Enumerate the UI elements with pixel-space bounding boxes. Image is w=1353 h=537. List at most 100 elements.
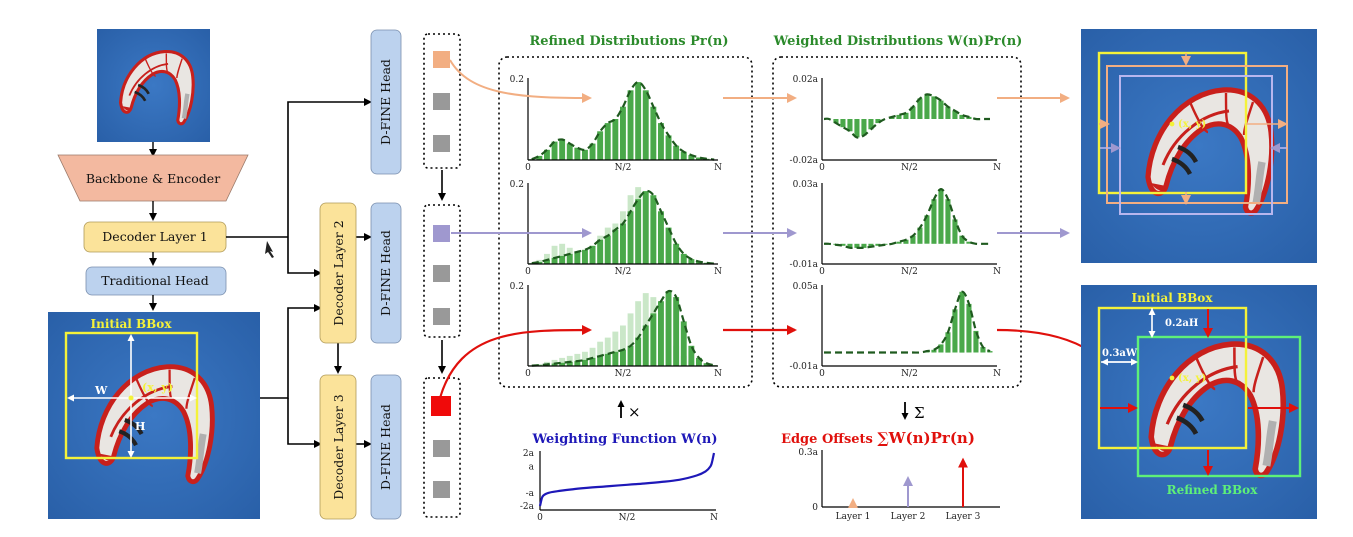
weighted-panel bbox=[772, 56, 1022, 388]
y-zero-label: 0 bbox=[812, 503, 818, 513]
bar bbox=[688, 259, 695, 264]
bar bbox=[673, 243, 680, 265]
bar bbox=[952, 219, 958, 244]
bar bbox=[627, 211, 634, 264]
bar bbox=[696, 261, 702, 264]
weighting-curve bbox=[538, 452, 716, 507]
initial-bbox-caption: Initial BBox bbox=[91, 317, 173, 331]
bar bbox=[627, 345, 634, 367]
bar bbox=[589, 143, 596, 160]
layer-label-2: Layer 2 bbox=[891, 512, 926, 522]
bar bbox=[612, 229, 619, 264]
bar bbox=[910, 106, 916, 119]
x-tick-n: N bbox=[714, 267, 722, 277]
offset-03aW-label: 0.3aW bbox=[1102, 348, 1138, 359]
backbone-encoder-block: Backbone & Encoder bbox=[57, 154, 249, 202]
dfine-head-3-label: D-FINE Head bbox=[378, 404, 393, 490]
bar bbox=[620, 106, 626, 160]
bar bbox=[924, 94, 930, 119]
bar bbox=[924, 215, 930, 244]
bar bbox=[559, 362, 566, 366]
y-max-label: 0.02a bbox=[793, 75, 819, 85]
bar bbox=[917, 98, 923, 119]
refined-plot-layer1: 0.2 0 N/2 N bbox=[510, 75, 722, 173]
prev-bar bbox=[559, 243, 566, 265]
backbone-label: Backbone & Encoder bbox=[86, 171, 220, 186]
initial-bbox-image: Initial BBox (x, y) W H bbox=[48, 312, 260, 519]
dfine-head-1: D-FINE Head bbox=[370, 29, 402, 175]
bar bbox=[840, 243, 846, 246]
prev-bar bbox=[559, 357, 566, 366]
bar bbox=[635, 337, 642, 366]
bar bbox=[910, 235, 916, 244]
token-stack-2 bbox=[423, 204, 461, 338]
bar bbox=[536, 155, 543, 160]
weighted-curve bbox=[823, 187, 990, 250]
bar bbox=[896, 114, 902, 119]
weighting-function-title: Weighting Function W(n) bbox=[531, 432, 717, 447]
refined-plot-layer3: 0.2 0 N/2 N bbox=[510, 282, 722, 379]
bar bbox=[875, 119, 881, 124]
bar bbox=[959, 114, 965, 119]
bar bbox=[854, 119, 860, 138]
x-tick-mid: N/2 bbox=[901, 163, 918, 173]
x-tick-0: 0 bbox=[525, 163, 531, 173]
decoder-layer-2-block: Decoder Layer 2 bbox=[319, 202, 357, 344]
bar bbox=[650, 195, 657, 264]
traditional-head-label: Traditional Head bbox=[101, 273, 209, 288]
bar bbox=[665, 135, 672, 160]
bar bbox=[635, 82, 642, 160]
y-min-label: -0.02a bbox=[790, 156, 819, 166]
x-tick-n: N bbox=[993, 163, 1001, 173]
bar bbox=[987, 351, 993, 353]
bar bbox=[642, 325, 649, 366]
bar bbox=[931, 349, 937, 353]
bar bbox=[696, 357, 702, 366]
y-max-label: 0.2 bbox=[510, 180, 524, 190]
bar bbox=[551, 363, 558, 366]
y-min-label: -0.01a bbox=[790, 362, 819, 372]
bar bbox=[597, 131, 604, 160]
prev-bar bbox=[620, 325, 626, 366]
bar bbox=[696, 157, 702, 160]
bar bbox=[604, 123, 611, 160]
x-tick-0: 0 bbox=[537, 513, 543, 523]
y-tick-label: a bbox=[529, 462, 535, 472]
edge-offsets-plot: 0.3a 0 Layer 1 Layer 2 Layer 3 bbox=[798, 448, 1000, 522]
y-max-label: 0.05a bbox=[793, 282, 819, 292]
flow-arrow-layer1-a bbox=[449, 59, 592, 103]
offset-02aH-label: 0.2aH bbox=[1165, 318, 1198, 329]
bar bbox=[665, 227, 672, 264]
x-tick-0: 0 bbox=[819, 267, 825, 277]
mouse-cursor-icon bbox=[265, 241, 274, 258]
times-symbol: × bbox=[628, 403, 641, 421]
bar bbox=[952, 309, 958, 353]
bar bbox=[627, 90, 634, 160]
x-tick-mid: N/2 bbox=[615, 267, 632, 277]
bar bbox=[612, 119, 619, 160]
bar bbox=[566, 361, 573, 366]
bar bbox=[973, 330, 979, 353]
x-tick-n: N bbox=[993, 267, 1001, 277]
bottom-right-image: Initial BBox 0.2aH 0.3aW (x, y) Refined … bbox=[1081, 285, 1317, 519]
width-label: W bbox=[94, 384, 108, 397]
x-tick-n: N bbox=[714, 369, 722, 379]
bar bbox=[938, 344, 944, 353]
prev-bar bbox=[604, 337, 611, 366]
bar bbox=[566, 143, 573, 160]
dfine-head-3: D-FINE Head bbox=[370, 374, 402, 520]
bar bbox=[597, 355, 604, 366]
bar bbox=[650, 313, 657, 366]
bar bbox=[620, 349, 626, 366]
x-tick-n: N bbox=[714, 163, 722, 173]
traditional-head-block: Traditional Head bbox=[85, 266, 227, 296]
bar bbox=[945, 106, 951, 119]
weighted-curve bbox=[823, 93, 990, 139]
prev-bar bbox=[635, 301, 642, 366]
bar bbox=[544, 149, 550, 161]
prev-bar bbox=[536, 259, 543, 264]
bar bbox=[589, 357, 596, 366]
sigma-symbol: Σ bbox=[914, 404, 925, 422]
bar bbox=[938, 189, 944, 244]
